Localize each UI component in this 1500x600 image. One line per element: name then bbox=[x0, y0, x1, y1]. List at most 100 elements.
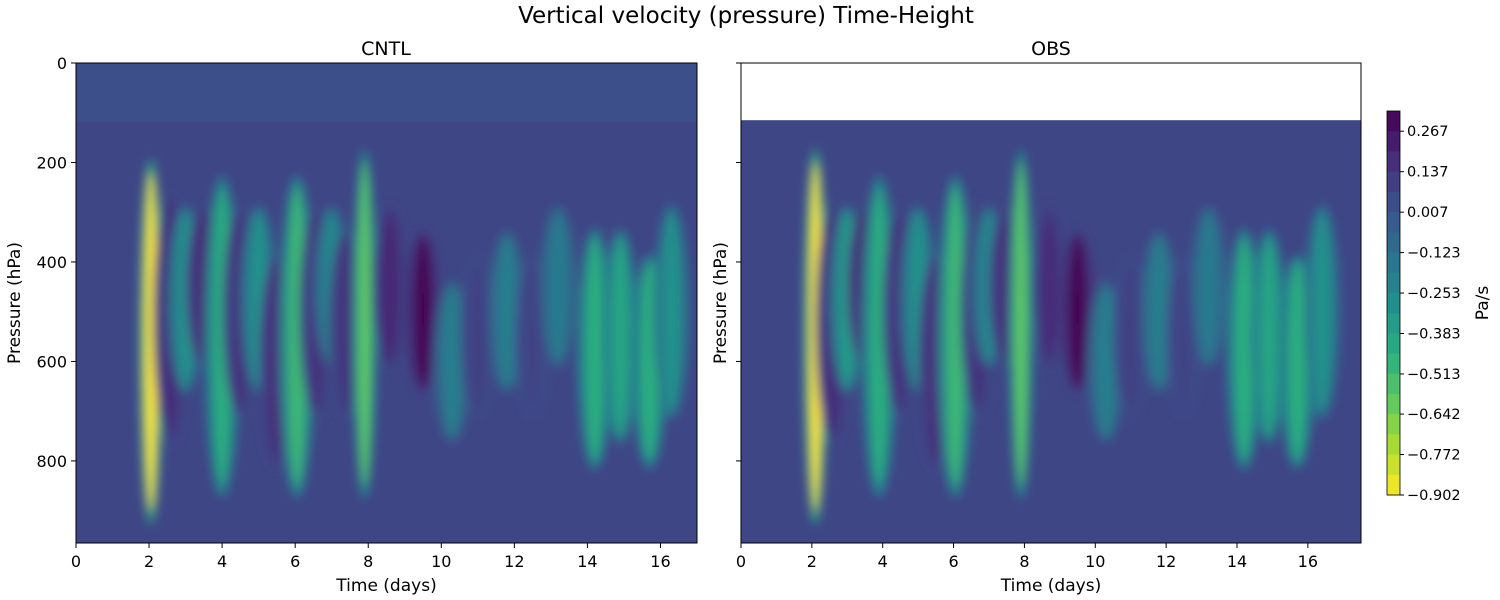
colorbar-band bbox=[1387, 454, 1400, 476]
x-tick-label: 0 bbox=[71, 552, 81, 571]
colorbar-bands bbox=[1387, 111, 1400, 496]
panel-title: CNTL bbox=[361, 38, 411, 60]
x-axis: 0 2 4 6 8 10 12 14 16 bbox=[71, 543, 671, 571]
y-tick-label: 800 bbox=[36, 452, 67, 471]
axes-frame bbox=[740, 62, 1362, 544]
feature-core bbox=[1174, 261, 1193, 412]
feature-core bbox=[358, 162, 371, 486]
colorbar-band bbox=[1387, 333, 1400, 355]
feature-core bbox=[443, 286, 462, 437]
colorbar-tick-label: −0.902 bbox=[1407, 488, 1461, 504]
colorbar-frame bbox=[1386, 110, 1401, 496]
feature-core bbox=[1121, 261, 1140, 412]
axes-frame bbox=[75, 62, 698, 544]
colorbar: −0.902 −0.772 −0.642 −0.513 −0.383 −0.253 −0.1… bbox=[1386, 110, 1493, 504]
feature-core bbox=[468, 261, 487, 412]
feature-core bbox=[381, 212, 400, 362]
upper-level-band bbox=[76, 63, 697, 122]
figure-title: Vertical velocity (pressure) Time-Height bbox=[518, 3, 974, 29]
colorbar-band bbox=[1387, 212, 1400, 233]
x-tick-label: 16 bbox=[1298, 552, 1318, 571]
y-tick-label: 600 bbox=[36, 352, 67, 371]
colorbar-band bbox=[1387, 373, 1400, 395]
x-tick-label: 0 bbox=[736, 552, 746, 571]
feature-core bbox=[946, 187, 965, 486]
y-axis bbox=[736, 62, 741, 462]
feature-core bbox=[337, 237, 356, 412]
x-tick-label: 6 bbox=[948, 552, 958, 571]
panel-cntl: CNTL 0 2 4 6 8 10 12 14 16 0 200 400 600 800 Time (d… bbox=[5, 38, 698, 596]
colorbar-band bbox=[1387, 111, 1400, 132]
colorbar-band bbox=[1387, 292, 1400, 314]
y-axis-label: Pressure (hPa) bbox=[5, 242, 25, 364]
colorbar-band bbox=[1387, 474, 1400, 496]
colorbar-band bbox=[1387, 232, 1400, 254]
feature-core bbox=[1040, 212, 1059, 362]
colorbar-ticks: −0.902 −0.772 −0.642 −0.513 −0.383 −0.253 −0.1… bbox=[1400, 124, 1461, 504]
x-tick-label: 6 bbox=[290, 552, 300, 571]
feature-core bbox=[1014, 162, 1027, 486]
x-axis: 0 2 4 6 8 10 12 14 16 bbox=[736, 543, 1318, 571]
x-tick-label: 2 bbox=[807, 552, 817, 571]
feature-core bbox=[1150, 237, 1169, 387]
heatmap-area bbox=[76, 63, 697, 543]
y-axis: 0 200 400 600 800 bbox=[36, 54, 76, 471]
y-tick-label: 200 bbox=[36, 153, 67, 172]
heatmap-area bbox=[741, 120, 1361, 543]
x-tick-label: 8 bbox=[363, 552, 373, 571]
colorbar-band bbox=[1387, 272, 1400, 294]
x-tick-label: 16 bbox=[650, 552, 670, 571]
x-tick-label: 12 bbox=[504, 552, 524, 571]
feature-core bbox=[523, 261, 542, 412]
colorbar-band bbox=[1387, 252, 1400, 274]
colorbar-band bbox=[1387, 414, 1400, 435]
x-tick-label: 8 bbox=[1019, 552, 1029, 571]
x-axis-label: Time (days) bbox=[1000, 576, 1101, 596]
feature-core bbox=[611, 237, 630, 437]
feature-core bbox=[414, 237, 433, 387]
x-tick-label: 12 bbox=[1156, 552, 1176, 571]
colorbar-tick-label: −0.383 bbox=[1407, 326, 1461, 342]
feature-core bbox=[1313, 212, 1332, 412]
colorbar-tick-label: 0.267 bbox=[1407, 124, 1449, 140]
feature-core bbox=[1259, 237, 1278, 437]
colorbar-band bbox=[1387, 434, 1400, 456]
colorbar-band bbox=[1387, 313, 1400, 334]
y-tick-label: 400 bbox=[36, 253, 67, 272]
x-axis-label: Time (days) bbox=[335, 576, 436, 596]
feature-core bbox=[870, 187, 889, 486]
colorbar-band bbox=[1387, 131, 1400, 153]
colorbar-label: Pa/s bbox=[1473, 286, 1493, 321]
y-axis-label: Pressure (hPa) bbox=[711, 242, 731, 364]
feature-core bbox=[1288, 261, 1307, 461]
x-tick-label: 4 bbox=[878, 552, 888, 571]
colorbar-tick-label: −0.642 bbox=[1407, 407, 1461, 423]
x-tick-label: 2 bbox=[144, 552, 154, 571]
heatmap-features bbox=[138, 149, 690, 525]
panel-title: OBS bbox=[1031, 38, 1071, 60]
feature-core bbox=[144, 172, 157, 511]
feature-core bbox=[1235, 237, 1254, 461]
colorbar-tick-label: −0.253 bbox=[1407, 286, 1461, 302]
panel-obs: OBS 0 2 4 6 8 10 12 14 16 Time (days) Pressure (… bbox=[711, 38, 1362, 596]
colorbar-band bbox=[1387, 191, 1400, 213]
feature-core bbox=[662, 212, 681, 412]
x-tick-label: 4 bbox=[217, 552, 227, 571]
feature-core bbox=[585, 237, 604, 461]
colorbar-band bbox=[1387, 171, 1400, 193]
x-tick-label: 14 bbox=[577, 552, 597, 571]
colorbar-band bbox=[1387, 393, 1400, 415]
feature-core bbox=[1068, 237, 1087, 387]
x-tick-label: 10 bbox=[431, 552, 451, 571]
colorbar-tick-label: −0.513 bbox=[1407, 367, 1461, 383]
colorbar-band bbox=[1387, 353, 1400, 375]
x-tick-label: 14 bbox=[1227, 552, 1247, 571]
colorbar-tick-label: 0.137 bbox=[1407, 165, 1449, 181]
colorbar-tick-label: −0.123 bbox=[1407, 246, 1461, 262]
y-tick-label: 0 bbox=[57, 54, 67, 73]
colorbar-band bbox=[1387, 151, 1400, 173]
colorbar-tick-label: 0.007 bbox=[1407, 205, 1449, 221]
feature-core bbox=[549, 212, 568, 362]
feature-core bbox=[1096, 286, 1115, 437]
